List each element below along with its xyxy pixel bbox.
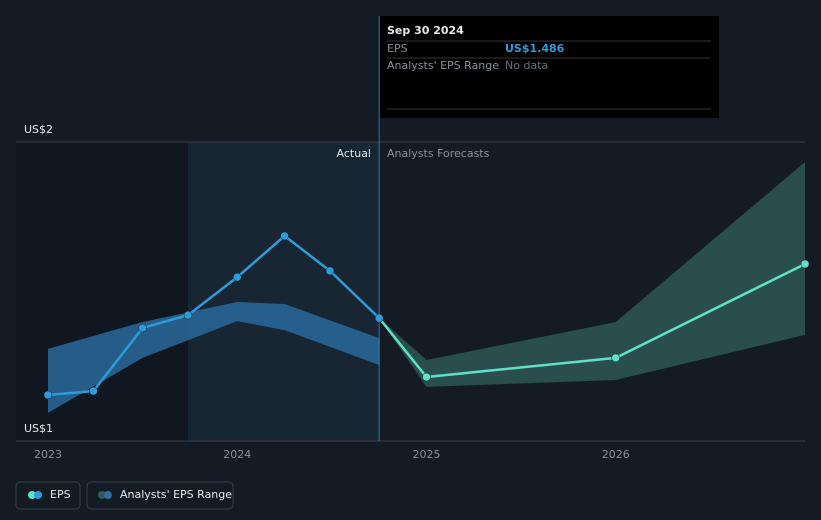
legend-label: Analysts' EPS Range: [120, 488, 232, 501]
tooltip-key: Analysts' EPS Range: [387, 59, 499, 72]
plot: US$2 US$1 2023 2024 2025 2026: [16, 16, 810, 461]
eps-point: [43, 390, 53, 400]
eps-point: [422, 372, 431, 382]
eps-point: [280, 231, 289, 241]
eps-point: [611, 353, 620, 363]
y-tick-label: US$2: [24, 123, 53, 136]
eps-point: [183, 310, 193, 320]
legend-swatch: [28, 491, 36, 499]
tooltip-value: US$1.486: [505, 42, 565, 55]
eps-line: [378, 262, 806, 379]
legend-swatch: [104, 491, 112, 499]
eps-point: [800, 259, 810, 269]
tooltip-key: EPS: [387, 42, 408, 55]
range-band: [47, 301, 380, 413]
tooltip-date: Sep 30 2024: [387, 24, 464, 37]
x-tick-label: 2025: [412, 448, 440, 461]
tooltip-box: [380, 16, 719, 118]
x-tick-label: 2026: [602, 448, 630, 461]
legend-item[interactable]: [15, 481, 81, 510]
eps-line: [47, 234, 381, 397]
legend-swatch: [98, 491, 106, 499]
tooltip-value: No data: [505, 59, 548, 72]
eps-point: [89, 386, 98, 396]
x-tick-label: 2023: [34, 448, 62, 461]
range-band: [379, 162, 805, 387]
legend-swatch: [34, 491, 42, 499]
eps-point: [232, 272, 242, 282]
eps-point: [138, 323, 147, 333]
y-tick-label: US$1: [24, 422, 53, 435]
legend-label: EPS: [50, 488, 71, 501]
region-label: Actual: [337, 147, 371, 160]
eps-point: [325, 266, 335, 276]
legend-item[interactable]: [86, 481, 234, 510]
x-tick-label: 2024: [223, 448, 251, 461]
region-label: Analysts Forecasts: [387, 147, 490, 160]
past-region: [16, 142, 189, 441]
